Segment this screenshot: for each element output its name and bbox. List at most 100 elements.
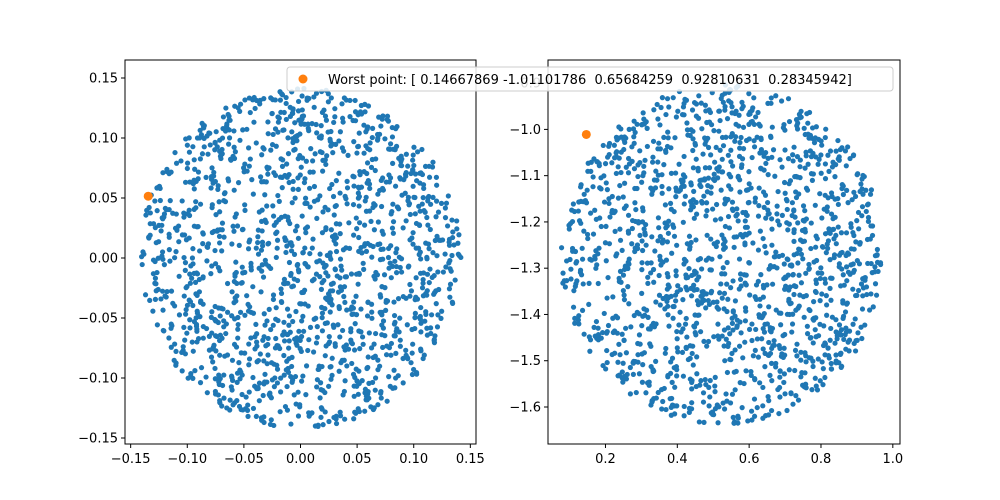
data-point	[601, 199, 608, 205]
data-point	[711, 241, 717, 247]
data-point	[723, 391, 729, 397]
data-point	[296, 269, 302, 275]
data-point	[314, 259, 320, 265]
data-point	[189, 255, 196, 261]
data-point	[348, 306, 354, 312]
data-point	[687, 246, 693, 252]
data-point	[363, 248, 370, 254]
data-point	[194, 292, 200, 298]
data-point	[667, 396, 673, 402]
data-point	[814, 387, 821, 393]
data-point	[414, 178, 420, 184]
data-point	[280, 127, 286, 133]
data-point	[354, 150, 360, 156]
data-point	[326, 334, 332, 340]
data-point	[186, 135, 192, 141]
data-point	[769, 242, 775, 248]
data-point	[666, 186, 672, 192]
data-point	[776, 343, 782, 349]
data-point	[719, 134, 726, 141]
data-point	[184, 211, 191, 217]
data-point	[833, 317, 839, 323]
data-point	[289, 200, 295, 206]
data-point	[305, 95, 311, 101]
data-point	[220, 382, 226, 389]
data-point	[825, 152, 831, 158]
data-point	[352, 97, 358, 104]
data-point	[681, 183, 687, 189]
data-point	[223, 105, 229, 111]
data-point	[405, 194, 412, 200]
data-point	[774, 203, 780, 209]
data-point	[383, 179, 389, 185]
data-point	[872, 281, 879, 287]
data-point	[775, 218, 781, 224]
data-point	[752, 377, 758, 383]
data-point	[778, 322, 784, 328]
data-point	[392, 333, 398, 339]
data-point	[293, 401, 299, 407]
data-point	[435, 209, 442, 215]
data-point	[294, 342, 300, 348]
data-point	[648, 260, 654, 266]
data-point	[158, 296, 164, 302]
data-point	[264, 361, 270, 367]
data-point	[191, 186, 197, 192]
data-point	[597, 215, 603, 221]
data-point	[351, 174, 357, 180]
data-point	[795, 260, 801, 266]
data-point	[705, 297, 711, 304]
data-point	[581, 191, 587, 197]
data-point	[817, 298, 823, 304]
data-point	[839, 181, 845, 188]
data-point	[328, 376, 334, 382]
data-point	[247, 156, 253, 162]
data-point	[244, 407, 251, 413]
data-point	[265, 352, 271, 358]
data-point	[327, 185, 333, 192]
data-point	[259, 243, 266, 249]
data-point	[379, 116, 385, 122]
data-point	[753, 114, 759, 120]
data-point	[606, 200, 612, 207]
data-point	[859, 213, 865, 219]
data-point	[221, 318, 227, 324]
data-point	[866, 307, 873, 313]
data-point	[360, 260, 366, 266]
data-point	[746, 181, 752, 187]
data-point	[302, 176, 308, 182]
data-point	[721, 327, 728, 333]
data-point	[693, 332, 699, 338]
data-point	[708, 184, 714, 190]
data-point	[809, 177, 816, 183]
data-point	[595, 337, 602, 343]
data-point	[815, 333, 822, 339]
data-point	[191, 223, 197, 229]
data-point	[711, 171, 717, 177]
data-point	[361, 222, 368, 228]
data-point	[378, 177, 384, 184]
data-point	[398, 256, 405, 262]
data-point	[576, 313, 582, 319]
data-point	[311, 349, 317, 355]
data-point	[701, 338, 707, 345]
data-point	[730, 309, 736, 315]
data-point	[365, 124, 371, 130]
data-point	[779, 212, 785, 218]
data-point	[736, 343, 743, 349]
data-point	[864, 236, 871, 243]
data-point	[636, 332, 643, 338]
data-point	[447, 281, 454, 287]
data-point	[192, 368, 198, 374]
data-point	[649, 191, 655, 197]
data-point	[402, 171, 409, 177]
data-point	[774, 211, 780, 217]
data-point	[362, 198, 368, 204]
data-point	[746, 136, 752, 142]
data-point	[663, 257, 670, 263]
data-point	[730, 327, 736, 333]
data-point	[770, 147, 777, 153]
data-point	[770, 342, 776, 349]
data-point	[771, 338, 777, 344]
data-point	[261, 179, 267, 185]
